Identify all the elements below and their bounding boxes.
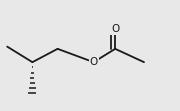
Text: O: O bbox=[111, 24, 119, 34]
Text: O: O bbox=[89, 57, 98, 67]
